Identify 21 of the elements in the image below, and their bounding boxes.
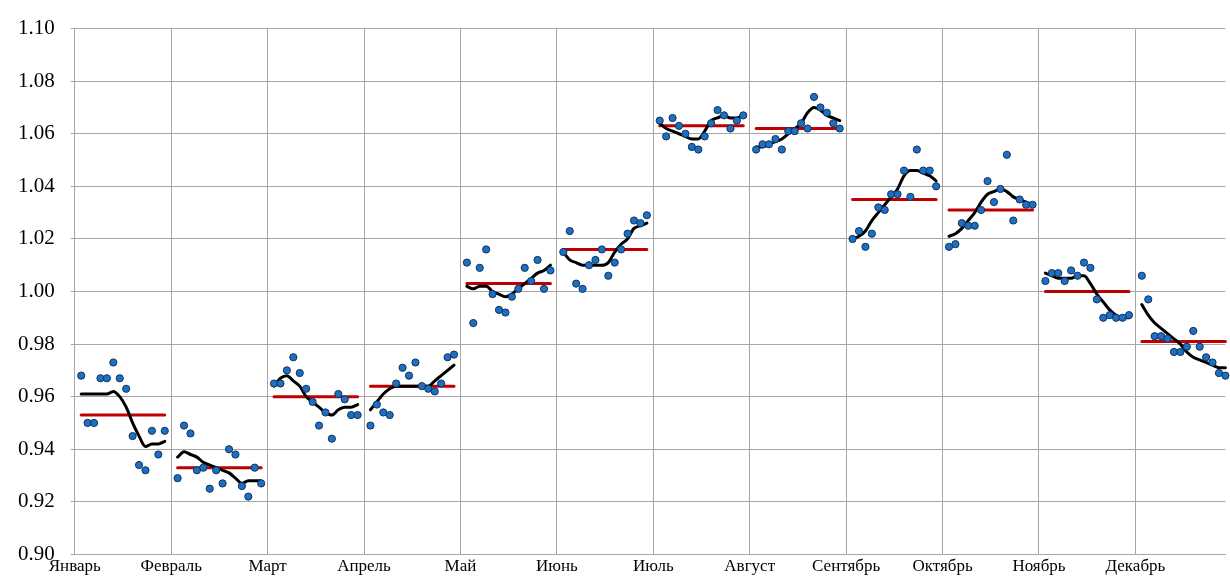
x-tick-label: Март xyxy=(248,556,288,576)
y-tick-label: 1.10 xyxy=(18,15,55,40)
y-tick-label: 1.00 xyxy=(18,278,55,303)
y-tick-label: 0.92 xyxy=(18,488,55,513)
y-tick-label: 0.94 xyxy=(18,435,56,460)
x-tick-label: Май xyxy=(444,556,477,576)
x-tick-label: Апрель xyxy=(337,556,392,576)
y-tick-label: 1.02 xyxy=(18,225,55,250)
y-tick-label: 1.06 xyxy=(18,120,55,145)
y-tick-label: 0.98 xyxy=(18,330,55,355)
x-tick-label: Сентябрь xyxy=(812,556,881,576)
x-tick-label: Февраль xyxy=(140,556,203,576)
x-tick-label: Декабрь xyxy=(1105,556,1166,576)
y-tick-label: 1.04 xyxy=(18,172,56,197)
y-tick-label: 1.08 xyxy=(18,67,55,92)
x-tick-label: Октябрь xyxy=(912,556,973,576)
x-tick-label: Август xyxy=(724,556,776,576)
x-tick-label: Ноябрь xyxy=(1012,556,1066,576)
x-tick-label: Июль xyxy=(632,556,674,576)
x-tick-label: Июнь xyxy=(535,556,579,576)
y-tick-label: 0.96 xyxy=(18,383,55,408)
